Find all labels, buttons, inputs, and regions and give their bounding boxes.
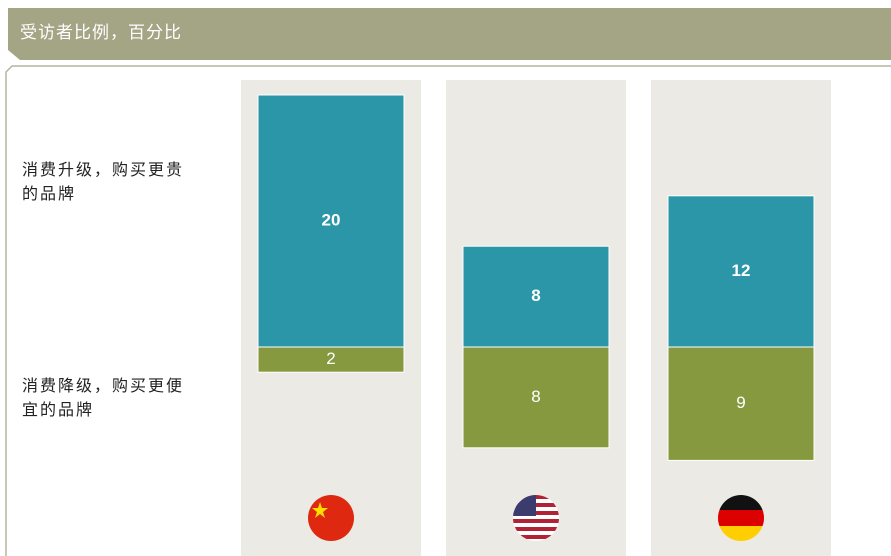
value-label: 20 xyxy=(322,210,341,229)
value-label: 8 xyxy=(531,387,540,406)
bar xyxy=(667,346,815,461)
bar xyxy=(257,346,405,373)
bar xyxy=(462,346,610,449)
flag-usa xyxy=(513,495,559,541)
series-label: 消费升级，购买更贵的品牌 xyxy=(22,160,185,203)
chart-title: 受访者比例，百分比 xyxy=(20,23,182,43)
series-label: 消费降级，购买更便宜的品牌 xyxy=(22,376,185,419)
frame xyxy=(5,65,891,556)
header-bar xyxy=(8,8,891,60)
value-label: 8 xyxy=(531,286,540,305)
flag-germany xyxy=(718,495,764,541)
bar xyxy=(667,195,815,348)
bar xyxy=(257,94,405,348)
value-label: 12 xyxy=(732,261,751,280)
value-label: 9 xyxy=(736,393,745,412)
value-label: 2 xyxy=(326,349,335,368)
flag-china xyxy=(308,495,354,541)
